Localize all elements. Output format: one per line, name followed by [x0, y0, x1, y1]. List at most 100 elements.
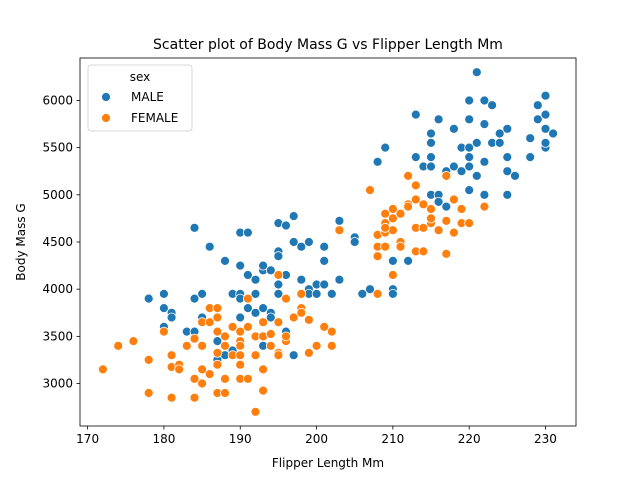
point-male-1 — [158, 288, 169, 299]
x-tick-label: 170 — [76, 432, 99, 446]
chart-title: Scatter plot of Body Mass G vs Flipper L… — [153, 37, 503, 53]
point-male-67 — [365, 284, 375, 295]
point-female-42 — [242, 373, 253, 384]
point-female-37 — [235, 326, 246, 337]
point-male-116 — [540, 109, 551, 120]
point-female-39 — [235, 340, 246, 351]
point-male-109 — [525, 133, 536, 144]
point-male-120 — [441, 201, 452, 212]
point-male-96 — [479, 189, 490, 200]
point-male-25 — [242, 227, 253, 238]
x-tick-label: 190 — [229, 432, 252, 446]
point-male-26 — [242, 270, 253, 280]
point-male-98 — [479, 119, 490, 129]
point-female-13 — [189, 392, 200, 403]
point-male-13 — [212, 336, 223, 347]
point-female-3 — [143, 354, 154, 365]
point-male-105 — [502, 152, 513, 163]
point-female-29 — [220, 331, 230, 342]
point-male-65 — [349, 237, 360, 247]
point-female-31 — [220, 388, 230, 398]
point-female-91 — [410, 180, 421, 191]
point-female-17 — [197, 364, 208, 375]
legend-marker-male — [101, 92, 111, 102]
point-female-65 — [311, 340, 322, 351]
point-female-67 — [326, 326, 337, 337]
point-male-5 — [166, 312, 177, 323]
point-male-29 — [250, 274, 261, 285]
point-male-89 — [464, 142, 475, 153]
point-male-74 — [410, 152, 421, 163]
point-female-107 — [479, 201, 490, 212]
point-female-24 — [212, 347, 223, 358]
legend-title: sex — [130, 70, 151, 84]
point-female-92 — [418, 222, 429, 233]
point-male-93 — [471, 137, 482, 148]
point-female-102 — [448, 194, 459, 205]
point-female-16 — [197, 340, 208, 351]
point-female-18 — [197, 378, 208, 389]
point-female-1 — [113, 340, 124, 351]
point-male-63 — [334, 274, 345, 285]
point-male-88 — [464, 114, 475, 125]
point-female-87 — [403, 201, 414, 212]
point-female-62 — [296, 307, 307, 318]
point-female-93 — [418, 199, 429, 210]
point-male-73 — [403, 255, 414, 266]
point-male-59 — [319, 255, 330, 266]
point-male-22 — [235, 312, 246, 323]
point-male-57 — [311, 288, 322, 299]
point-male-80 — [426, 152, 436, 163]
point-male-61 — [326, 288, 337, 299]
point-male-104 — [502, 123, 513, 134]
point-male-53 — [303, 237, 314, 247]
y-axis-label: Body Mass G — [14, 203, 28, 280]
point-female-4 — [143, 388, 154, 398]
point-male-91 — [464, 95, 475, 106]
point-female-99 — [441, 248, 452, 259]
point-female-106 — [464, 218, 475, 229]
point-male-38 — [273, 251, 284, 262]
point-female-103 — [448, 227, 459, 238]
point-female-58 — [281, 293, 291, 304]
point-male-35 — [265, 312, 276, 323]
point-male-103 — [494, 137, 505, 148]
legend-label-male: MALE — [131, 90, 164, 104]
point-male-69 — [380, 142, 391, 153]
point-male-24 — [242, 303, 253, 314]
point-female-45 — [250, 350, 261, 361]
legend-marker-female — [101, 113, 111, 123]
point-female-85 — [403, 170, 414, 181]
point-female-23 — [212, 326, 223, 337]
point-female-63 — [303, 314, 314, 325]
point-male-83 — [433, 196, 444, 207]
point-male-95 — [471, 170, 482, 181]
point-female-69 — [334, 225, 345, 236]
point-female-96 — [426, 204, 436, 214]
point-male-31 — [258, 260, 269, 271]
x-tick-label: 180 — [152, 432, 175, 446]
point-male-111 — [532, 114, 543, 125]
point-female-49 — [258, 364, 269, 375]
point-female-50 — [265, 329, 276, 339]
x-tick-label: 220 — [458, 432, 481, 446]
point-female-20 — [204, 317, 215, 328]
point-male-52 — [296, 274, 307, 285]
point-female-55 — [273, 350, 284, 361]
point-male-92 — [464, 185, 475, 196]
point-male-46 — [288, 237, 299, 247]
point-male-66 — [357, 288, 368, 299]
y-tick-label: 4000 — [42, 282, 73, 296]
point-female-38 — [235, 359, 246, 370]
point-male-32 — [258, 303, 269, 314]
point-female-104 — [456, 204, 467, 214]
point-male-119 — [433, 114, 444, 125]
point-female-41 — [242, 293, 253, 304]
point-male-78 — [426, 137, 436, 148]
point-male-48 — [288, 350, 299, 361]
point-female-82 — [387, 270, 398, 280]
point-male-114 — [540, 137, 551, 148]
point-female-8 — [166, 392, 177, 403]
point-male-62 — [334, 215, 345, 226]
